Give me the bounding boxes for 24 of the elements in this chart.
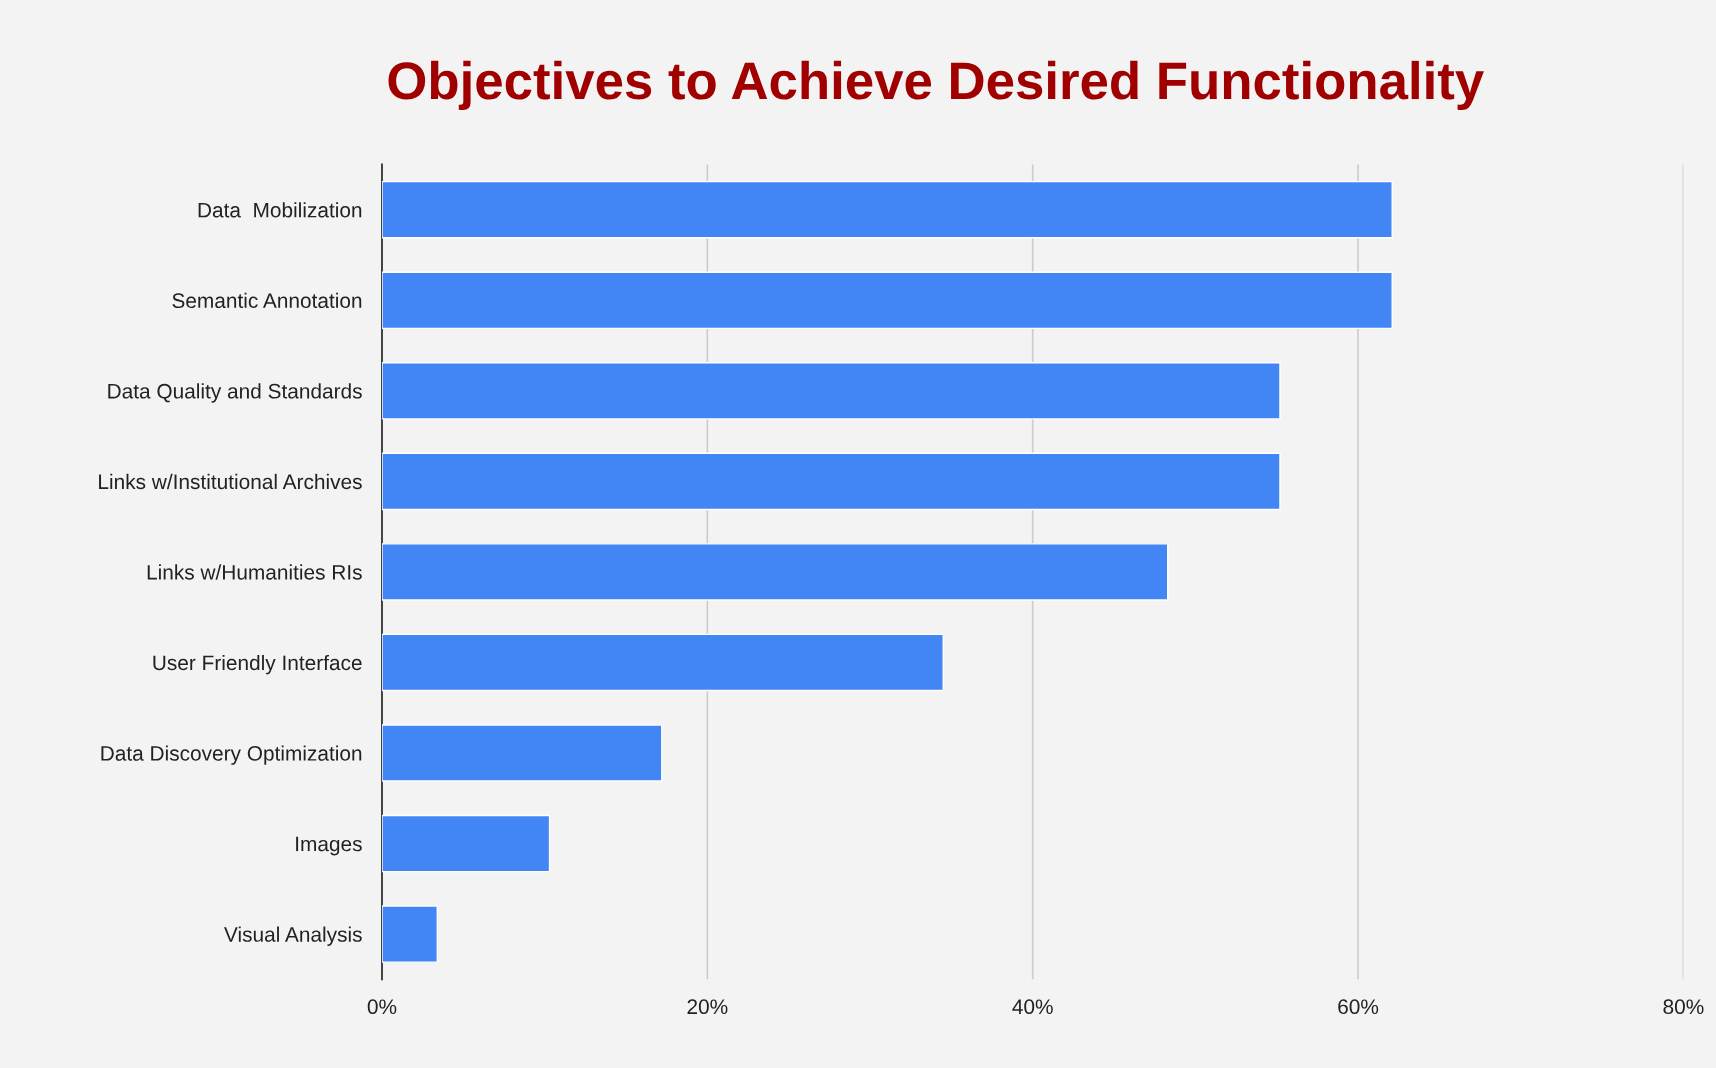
bar xyxy=(381,633,944,692)
y-tick-label: User Friendly Interface xyxy=(153,654,362,675)
y-tick-label: Data Quality and Standards xyxy=(108,383,362,403)
x-tick-label: 80% xyxy=(1663,999,1704,1015)
y-tick-label: Visual Analysis xyxy=(224,926,362,946)
x-tick-label: 0% xyxy=(367,999,397,1015)
bar xyxy=(381,814,551,873)
y-tick-label: Images xyxy=(296,836,362,856)
y-tick-label: Links w/Humanities RIs xyxy=(147,564,362,580)
y-tick-label: Data Discovery Optimization xyxy=(101,745,362,765)
bar xyxy=(381,271,1393,330)
bar xyxy=(381,180,1393,239)
chart-title: Objectives to Achieve Desired Functionality xyxy=(388,60,1484,111)
x-tick-label: 60% xyxy=(1338,999,1379,1015)
bar xyxy=(381,362,1281,420)
bar xyxy=(381,724,663,782)
x-tick-label: 20% xyxy=(687,999,728,1015)
bar xyxy=(381,905,438,963)
y-tick-label: Links w/Institutional Archives xyxy=(99,473,362,490)
bar xyxy=(381,452,1281,511)
y-tick-label: Data Mobilization xyxy=(198,202,362,218)
y-tick-label: Semantic Annotation xyxy=(172,292,362,309)
x-tick-label: 40% xyxy=(1012,999,1053,1015)
bar xyxy=(381,543,1169,601)
